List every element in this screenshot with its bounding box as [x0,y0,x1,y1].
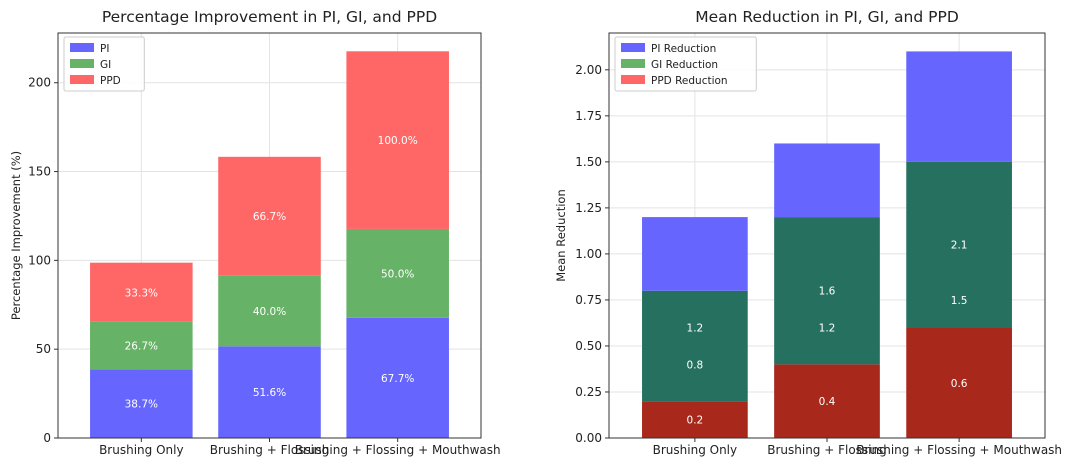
bar-ppd-reduction-2 [774,364,880,438]
y-tick-label: 0.00 [575,431,602,445]
data-label-gi-3: 50.0% [381,268,414,280]
y-tick-label: 1.50 [575,155,602,169]
y-axis-label: Percentage Improvement (%) [9,151,23,320]
x-tick-label: Brushing Only [99,443,184,457]
bar-pi-3 [346,317,449,438]
chart-title: Percentage Improvement in PI, GI, and PP… [102,8,437,26]
y-tick-label: 0.75 [575,293,602,307]
bar-pi-reduction-2 [774,143,880,218]
y-tick-label: 100 [28,253,51,267]
bar-gi-1 [90,321,193,370]
legend-label: GI [100,59,111,71]
legend-swatch-pi [70,43,94,52]
x-tick-label: Brushing + Flossing [767,443,887,457]
y-tick-label: 1.75 [575,109,602,123]
data-label-pi-2: 51.6% [253,387,286,399]
data-label: 0.6 [951,378,968,390]
x-tick-label: Brushing + Flossing + Mouthwash [295,443,501,457]
bar-ppd-reduction-3 [906,327,1012,438]
bar-pi-1 [90,369,193,438]
legend-label: PPD Reduction [651,75,728,87]
y-tick-label: 0.50 [575,339,602,353]
legend-swatch-ppd-reduction [621,75,645,84]
legend: PI GI PPD [63,36,145,92]
data-label-ppd-1: 33.3% [125,287,158,299]
legend-swatch-pi-reduction [621,43,645,52]
bar-ppd-1 [90,262,193,322]
bar-gi-reduction-2 [774,217,880,365]
data-label-pi-1: 38.7% [125,399,158,411]
legend-swatch-gi [70,59,94,68]
y-tick-label: 0.25 [575,385,602,399]
bar-pi-reduction-3 [906,51,1012,162]
data-label-pi-3: 67.7% [381,373,414,385]
chart-title: Mean Reduction in PI, GI, and PPD [695,8,959,26]
x-tick-label: Brushing + Flossing + Mouthwash [856,443,1062,457]
data-label: 1.6 [819,286,836,298]
data-label-ppd-2: 66.7% [253,211,286,223]
y-tick-label: 1.25 [575,201,602,215]
legend-label: PI Reduction [651,43,716,55]
data-label: 1.5 [951,295,968,307]
data-label-gi-1: 26.7% [125,341,158,353]
chart-panel-2: 0.00 0.25 0.50 0.75 1.00 1.25 1.50 1.75 2.00 1.2 1… [554,8,1062,457]
legend-swatch-ppd [70,75,94,84]
x-tick-label: Brushing + Flossing [210,443,330,457]
legend-label: PPD [100,75,121,87]
bar-gi-3 [346,228,449,318]
y-tick-label: 0 [43,431,51,445]
bar-pi-reduction-1 [642,217,748,291]
legend-swatch-gi-reduction [621,59,645,68]
data-label: 1.2 [819,323,836,335]
y-tick-label: 2.00 [575,63,602,77]
y-tick-label: 1.00 [575,247,602,261]
y-tick-label: 50 [36,342,51,356]
data-label: 0.2 [687,415,704,427]
data-label: 0.4 [819,396,836,408]
data-label: 2.1 [951,240,968,252]
bar-pi-2 [218,346,321,438]
legend-label: PI [100,43,109,55]
legend-frame [614,36,757,92]
legend-label: GI Reduction [651,59,718,71]
bar-ppd-3 [346,51,449,229]
chart-panel-1: 0 50 100 150 200 38.7% 26.7% 33.3% 51.6% 40.0% 66.… [9,8,501,457]
y-axis-label: Mean Reduction [554,189,568,281]
bar-gi-reduction-1 [642,290,748,402]
data-label: 1.2 [687,323,704,335]
bar-gi-2 [218,275,321,347]
bar-ppd-reduction-1 [642,401,748,438]
y-tick-label: 200 [28,76,51,90]
data-label-ppd-3: 100.0% [378,135,418,147]
x-tick-label: Brushing Only [653,443,738,457]
y-tick-label: 150 [28,165,51,179]
bar-gi-reduction-3 [906,161,1012,328]
data-label: 0.8 [687,359,704,371]
legend: PI Reduction GI Reduction PPD Reduction [614,36,757,92]
data-label-gi-2: 40.0% [253,306,286,318]
bar-ppd-2 [218,156,321,276]
